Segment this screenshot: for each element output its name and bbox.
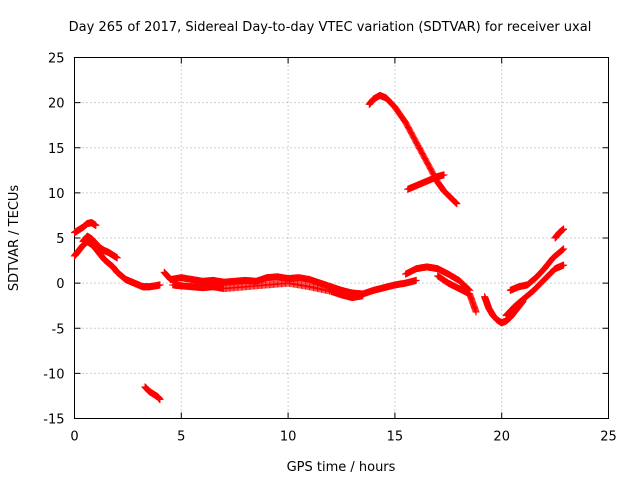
data-point (472, 308, 480, 316)
data-point (559, 245, 567, 253)
data-point (453, 200, 461, 208)
x-tick-label: 15 (387, 430, 404, 445)
data-marks (71, 91, 568, 404)
axis-ticks (74, 57, 609, 419)
x-tick-label: 10 (280, 430, 297, 445)
y-tick-label: -10 (43, 367, 64, 382)
data-point (156, 396, 164, 404)
data-point (560, 261, 568, 269)
data-point (560, 225, 568, 233)
data-point (113, 254, 121, 262)
y-tick-labels: 25 20 15 10 5 0 -5 -10 -15 (43, 52, 64, 428)
series-arc-low-negative (141, 383, 164, 404)
x-axis-label: GPS time / hours (287, 460, 396, 475)
y-tick-label: 0 (56, 277, 64, 292)
y-axis-label: SDTVAR / TECUs (7, 185, 22, 292)
data-point (156, 281, 164, 289)
x-tick-labels: 0 5 10 15 20 25 (70, 430, 616, 445)
chart-title: Day 265 of 2017, Sidereal Day-to-day VTE… (69, 20, 592, 35)
grid (74, 57, 609, 419)
y-tick-label: -5 (52, 322, 65, 337)
series-arc-evening-dip (481, 293, 527, 327)
y-tick-label: 10 (48, 187, 65, 202)
x-tick-label: 5 (177, 430, 185, 445)
series-arc-midday-lower (169, 279, 367, 302)
x-tick-label: 20 (493, 430, 510, 445)
series-arc-afternoon (402, 263, 474, 294)
y-tick-label: 15 (48, 142, 65, 157)
series-arc-evening-rise-1 (502, 261, 568, 320)
data-point (558, 246, 566, 254)
y-tick-label: 5 (56, 232, 64, 247)
data-point (440, 171, 448, 179)
data-point (560, 245, 568, 253)
series-arc-early-side (79, 232, 121, 262)
series-arc-early-high (71, 219, 100, 237)
x-tick-label: 25 (600, 430, 617, 445)
series-arc-evening-top (551, 225, 568, 242)
data-point (359, 292, 367, 300)
series-arc-afternoon-lower (434, 272, 480, 316)
series-arc-evening-rise-2 (506, 245, 568, 294)
series-arc-early-main (71, 238, 164, 291)
y-tick-label: -15 (43, 413, 64, 428)
series-arc-high-branch (404, 171, 448, 193)
series-arc-high-peak (365, 91, 461, 208)
data-point (412, 276, 420, 284)
data-point (92, 221, 100, 229)
y-tick-label: 25 (48, 52, 65, 67)
x-tick-label: 0 (70, 430, 78, 445)
y-tick-label: 20 (48, 97, 65, 112)
